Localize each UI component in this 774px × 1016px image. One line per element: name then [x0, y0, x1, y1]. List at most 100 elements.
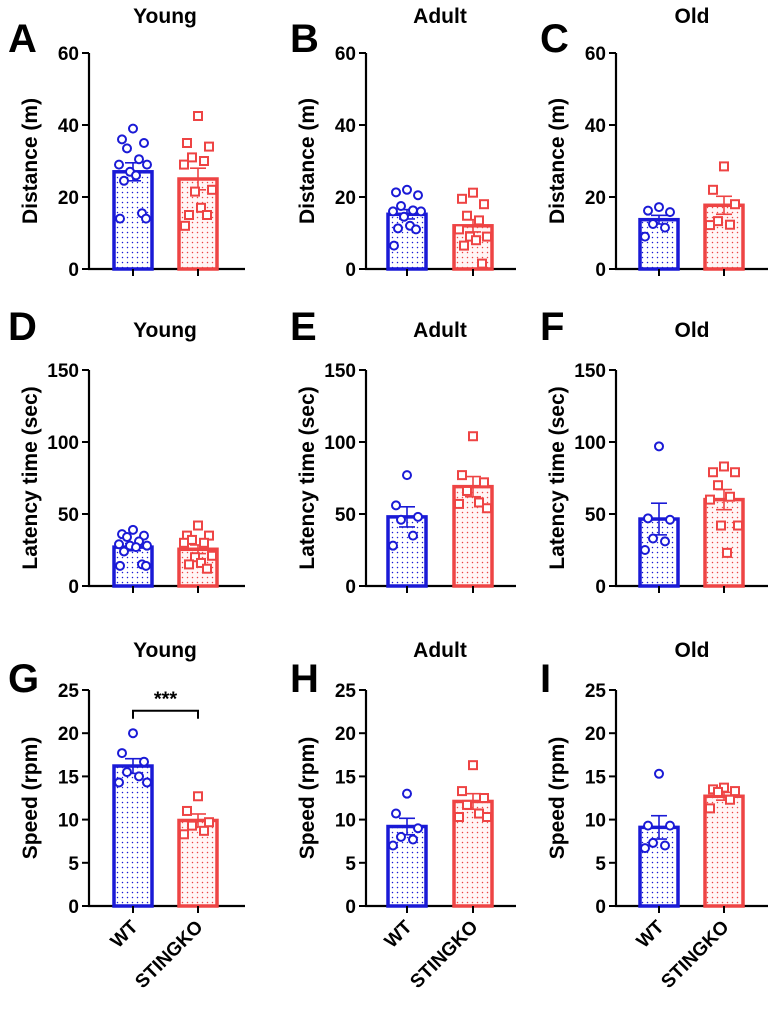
panel-title: Old [675, 5, 710, 28]
y-tick-label: 20 [585, 188, 606, 209]
panel-b: B Adult Distance (m) 0 20 40 60 [290, 5, 516, 281]
data-point [705, 494, 715, 505]
x-category-label: WT [381, 916, 417, 952]
data-point [462, 799, 472, 810]
panel-letter: C [540, 17, 569, 61]
data-point [413, 190, 423, 201]
data-point [479, 199, 489, 210]
series-wt [638, 202, 680, 276]
y-tick-label: 20 [335, 188, 356, 209]
data-point [134, 771, 144, 782]
y-tick-label: 100 [574, 433, 606, 454]
y-axis-label: Distance (m) [296, 98, 319, 224]
data-point [182, 138, 192, 148]
data-point [193, 111, 203, 121]
data-point [139, 756, 149, 767]
series-stingko [177, 111, 219, 276]
y-tick-label: 20 [335, 724, 356, 745]
data-point [115, 213, 125, 224]
data-point [193, 520, 203, 531]
data-point [115, 560, 125, 571]
y-tick-label: 100 [324, 433, 356, 454]
y-axis-label: Distance (m) [19, 98, 42, 224]
y-tick-label: 15 [335, 767, 357, 788]
series-stingko [177, 520, 219, 593]
data-point [139, 138, 149, 148]
y-tick-label: 0 [595, 260, 606, 281]
y-tick-label: 60 [335, 44, 356, 65]
data-point [184, 559, 194, 570]
data-point [117, 748, 127, 759]
y-tick-label: 0 [68, 897, 79, 918]
panel-letter: A [8, 17, 37, 61]
data-point [457, 786, 467, 797]
data-point [474, 215, 484, 226]
significance-label: *** [154, 689, 178, 711]
data-point [665, 514, 675, 525]
panel-letter: D [8, 305, 37, 349]
data-point [128, 123, 138, 134]
data-point [114, 539, 124, 550]
x-category-label: STINGKO [657, 917, 733, 993]
data-point [114, 777, 124, 788]
data-point [416, 206, 426, 217]
data-point [479, 477, 489, 488]
x-category-label: WT [633, 916, 669, 952]
panel-c: C Old Distance (m) 0 20 40 60 [540, 5, 768, 281]
y-tick-label: 0 [595, 897, 606, 918]
y-tick-label: 5 [68, 854, 79, 875]
data-point [391, 808, 401, 819]
significance-bracket: *** [132, 689, 199, 719]
data-point [654, 768, 664, 779]
y-tick-label: 10 [585, 811, 606, 832]
data-point [648, 219, 658, 229]
data-point [705, 803, 715, 814]
y-axis-label: Speed (rpm) [296, 737, 319, 860]
panel-title: Old [675, 639, 710, 662]
panel-letter: G [8, 657, 39, 701]
data-point [725, 219, 735, 230]
data-point [660, 222, 670, 233]
y-axis-label: Distance (m) [546, 98, 569, 224]
data-point [654, 441, 664, 452]
data-point [179, 829, 189, 840]
bar [638, 217, 680, 271]
y-tick-label: 0 [345, 260, 356, 281]
data-point [733, 520, 743, 531]
y-tick-label: 50 [585, 505, 606, 526]
data-point [131, 542, 141, 553]
data-point [413, 823, 423, 834]
data-point [199, 537, 209, 548]
data-point [713, 216, 723, 227]
bar [703, 497, 745, 588]
y-axis-label: Latency time (sec) [19, 386, 42, 569]
data-point [399, 211, 409, 222]
series-stingko [703, 461, 745, 593]
data-point [204, 141, 214, 152]
y-tick-label: 25 [58, 681, 80, 702]
data-point [665, 207, 675, 218]
panel-title: Young [133, 5, 197, 28]
data-point [643, 205, 653, 216]
data-point [402, 470, 412, 481]
y-tick-label: 60 [585, 44, 606, 65]
data-point [719, 161, 729, 172]
data-point [462, 485, 472, 496]
data-point [730, 467, 740, 478]
data-point [207, 184, 217, 195]
y-axis-label: Latency time (sec) [296, 386, 319, 569]
data-point [204, 817, 214, 828]
data-point [640, 545, 650, 555]
panel-title: Adult [413, 319, 467, 342]
panel-letter: E [290, 305, 317, 349]
panel-title: Young [133, 639, 197, 662]
panel-letter: F [540, 305, 564, 349]
data-point [654, 202, 664, 213]
data-point [708, 184, 718, 195]
data-point [122, 532, 132, 543]
data-point [184, 210, 194, 220]
data-point [708, 467, 718, 478]
data-point [119, 175, 129, 186]
